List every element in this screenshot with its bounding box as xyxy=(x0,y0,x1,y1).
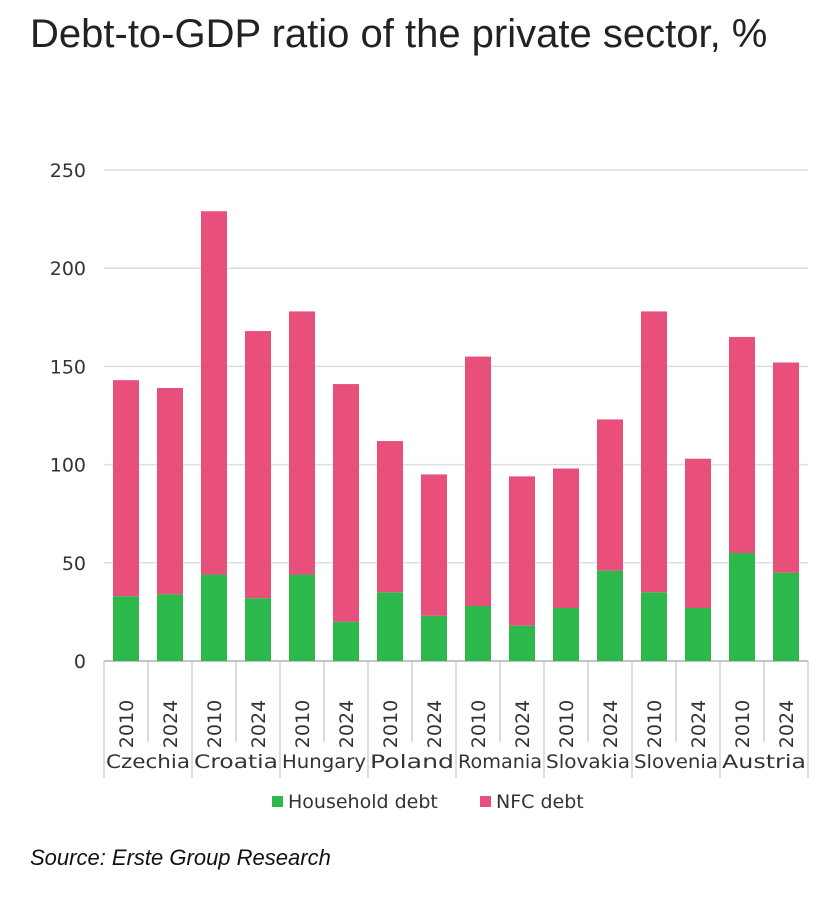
legend-swatch xyxy=(480,796,491,807)
bar-household-debt xyxy=(201,574,227,661)
bar-nfc-debt xyxy=(597,419,623,571)
bar-nfc-debt xyxy=(157,388,183,595)
y-tick-label: 150 xyxy=(50,356,86,378)
y-tick-label: 100 xyxy=(50,455,86,477)
bar-nfc-debt xyxy=(773,362,799,573)
group-label: Poland xyxy=(370,751,454,773)
bar-household-debt xyxy=(377,592,403,661)
x-tick-label: 2010 xyxy=(116,700,138,748)
x-tick-label: 2010 xyxy=(292,700,314,748)
x-axis: 2010 2024 2010 2024 2010 2024 2010 2024 2010 2024… xyxy=(103,661,809,778)
legend-swatch xyxy=(272,796,283,807)
x-tick-label: 2010 xyxy=(556,700,578,748)
bar-household-debt xyxy=(641,592,667,661)
group-label: Romania xyxy=(458,751,542,773)
x-tick-label: 2010 xyxy=(204,700,226,748)
x-tick-label: 2024 xyxy=(248,700,270,748)
bars xyxy=(113,211,799,661)
group-label: Slovakia xyxy=(546,751,630,773)
bar-nfc-debt xyxy=(377,441,403,593)
x-tick-label: 2024 xyxy=(336,700,358,748)
group-label: Czechia xyxy=(106,751,190,773)
x-tick-label: 2024 xyxy=(160,700,182,748)
bar-nfc-debt xyxy=(465,356,491,607)
bar-nfc-debt xyxy=(333,384,359,622)
y-tick-label: 200 xyxy=(50,258,86,280)
bar-household-debt xyxy=(597,570,623,661)
x-tick-label: 2010 xyxy=(644,700,666,748)
y-tick-label: 50 xyxy=(62,553,86,575)
bar-nfc-debt xyxy=(685,458,711,608)
bar-household-debt xyxy=(465,606,491,661)
bar-household-debt xyxy=(289,574,315,661)
chart-title: Debt-to-GDP ratio of the private sector,… xyxy=(30,12,768,56)
bar-household-debt xyxy=(113,596,139,661)
bar-nfc-debt xyxy=(113,380,139,597)
bar-household-debt xyxy=(685,607,711,661)
bar-nfc-debt xyxy=(289,311,315,575)
y-tick-label: 250 xyxy=(50,160,86,182)
bar-nfc-debt xyxy=(509,476,535,626)
bar-nfc-debt xyxy=(421,474,447,616)
bar-household-debt xyxy=(729,552,755,661)
bar-household-debt xyxy=(553,607,579,661)
legend-label: Household debt xyxy=(288,791,438,813)
x-tick-label: 2024 xyxy=(776,700,798,748)
bar-household-debt xyxy=(245,598,271,661)
x-tick-label: 2024 xyxy=(424,700,446,748)
bar-household-debt xyxy=(333,621,359,661)
group-label: Slovenia xyxy=(634,751,718,773)
bar-nfc-debt xyxy=(553,468,579,608)
bar-household-debt xyxy=(157,594,183,661)
x-tick-label: 2024 xyxy=(600,700,622,748)
group-label: Croatia xyxy=(194,751,278,773)
bar-nfc-debt xyxy=(729,336,755,553)
x-tick-label: 2010 xyxy=(732,700,754,748)
source-note: Source: Erste Group Research xyxy=(30,845,331,870)
legend-label: NFC debt xyxy=(496,791,584,813)
x-tick-label: 2010 xyxy=(380,700,402,748)
bar-household-debt xyxy=(773,572,799,661)
bar-nfc-debt xyxy=(641,311,667,593)
x-tick-label: 2024 xyxy=(512,700,534,748)
x-tick-label: 2010 xyxy=(468,700,490,748)
bar-nfc-debt xyxy=(201,211,227,575)
legend: Household debt NFC debt xyxy=(272,791,584,813)
bar-nfc-debt xyxy=(245,331,271,599)
group-label: Austria xyxy=(722,751,806,773)
y-axis: 0 50 100 150 200 250 xyxy=(50,160,86,673)
group-label: Hungary xyxy=(282,751,366,773)
bar-household-debt xyxy=(509,625,535,661)
y-tick-label: 0 xyxy=(74,651,86,673)
bar-household-debt xyxy=(421,615,447,661)
x-tick-label: 2024 xyxy=(688,700,710,748)
